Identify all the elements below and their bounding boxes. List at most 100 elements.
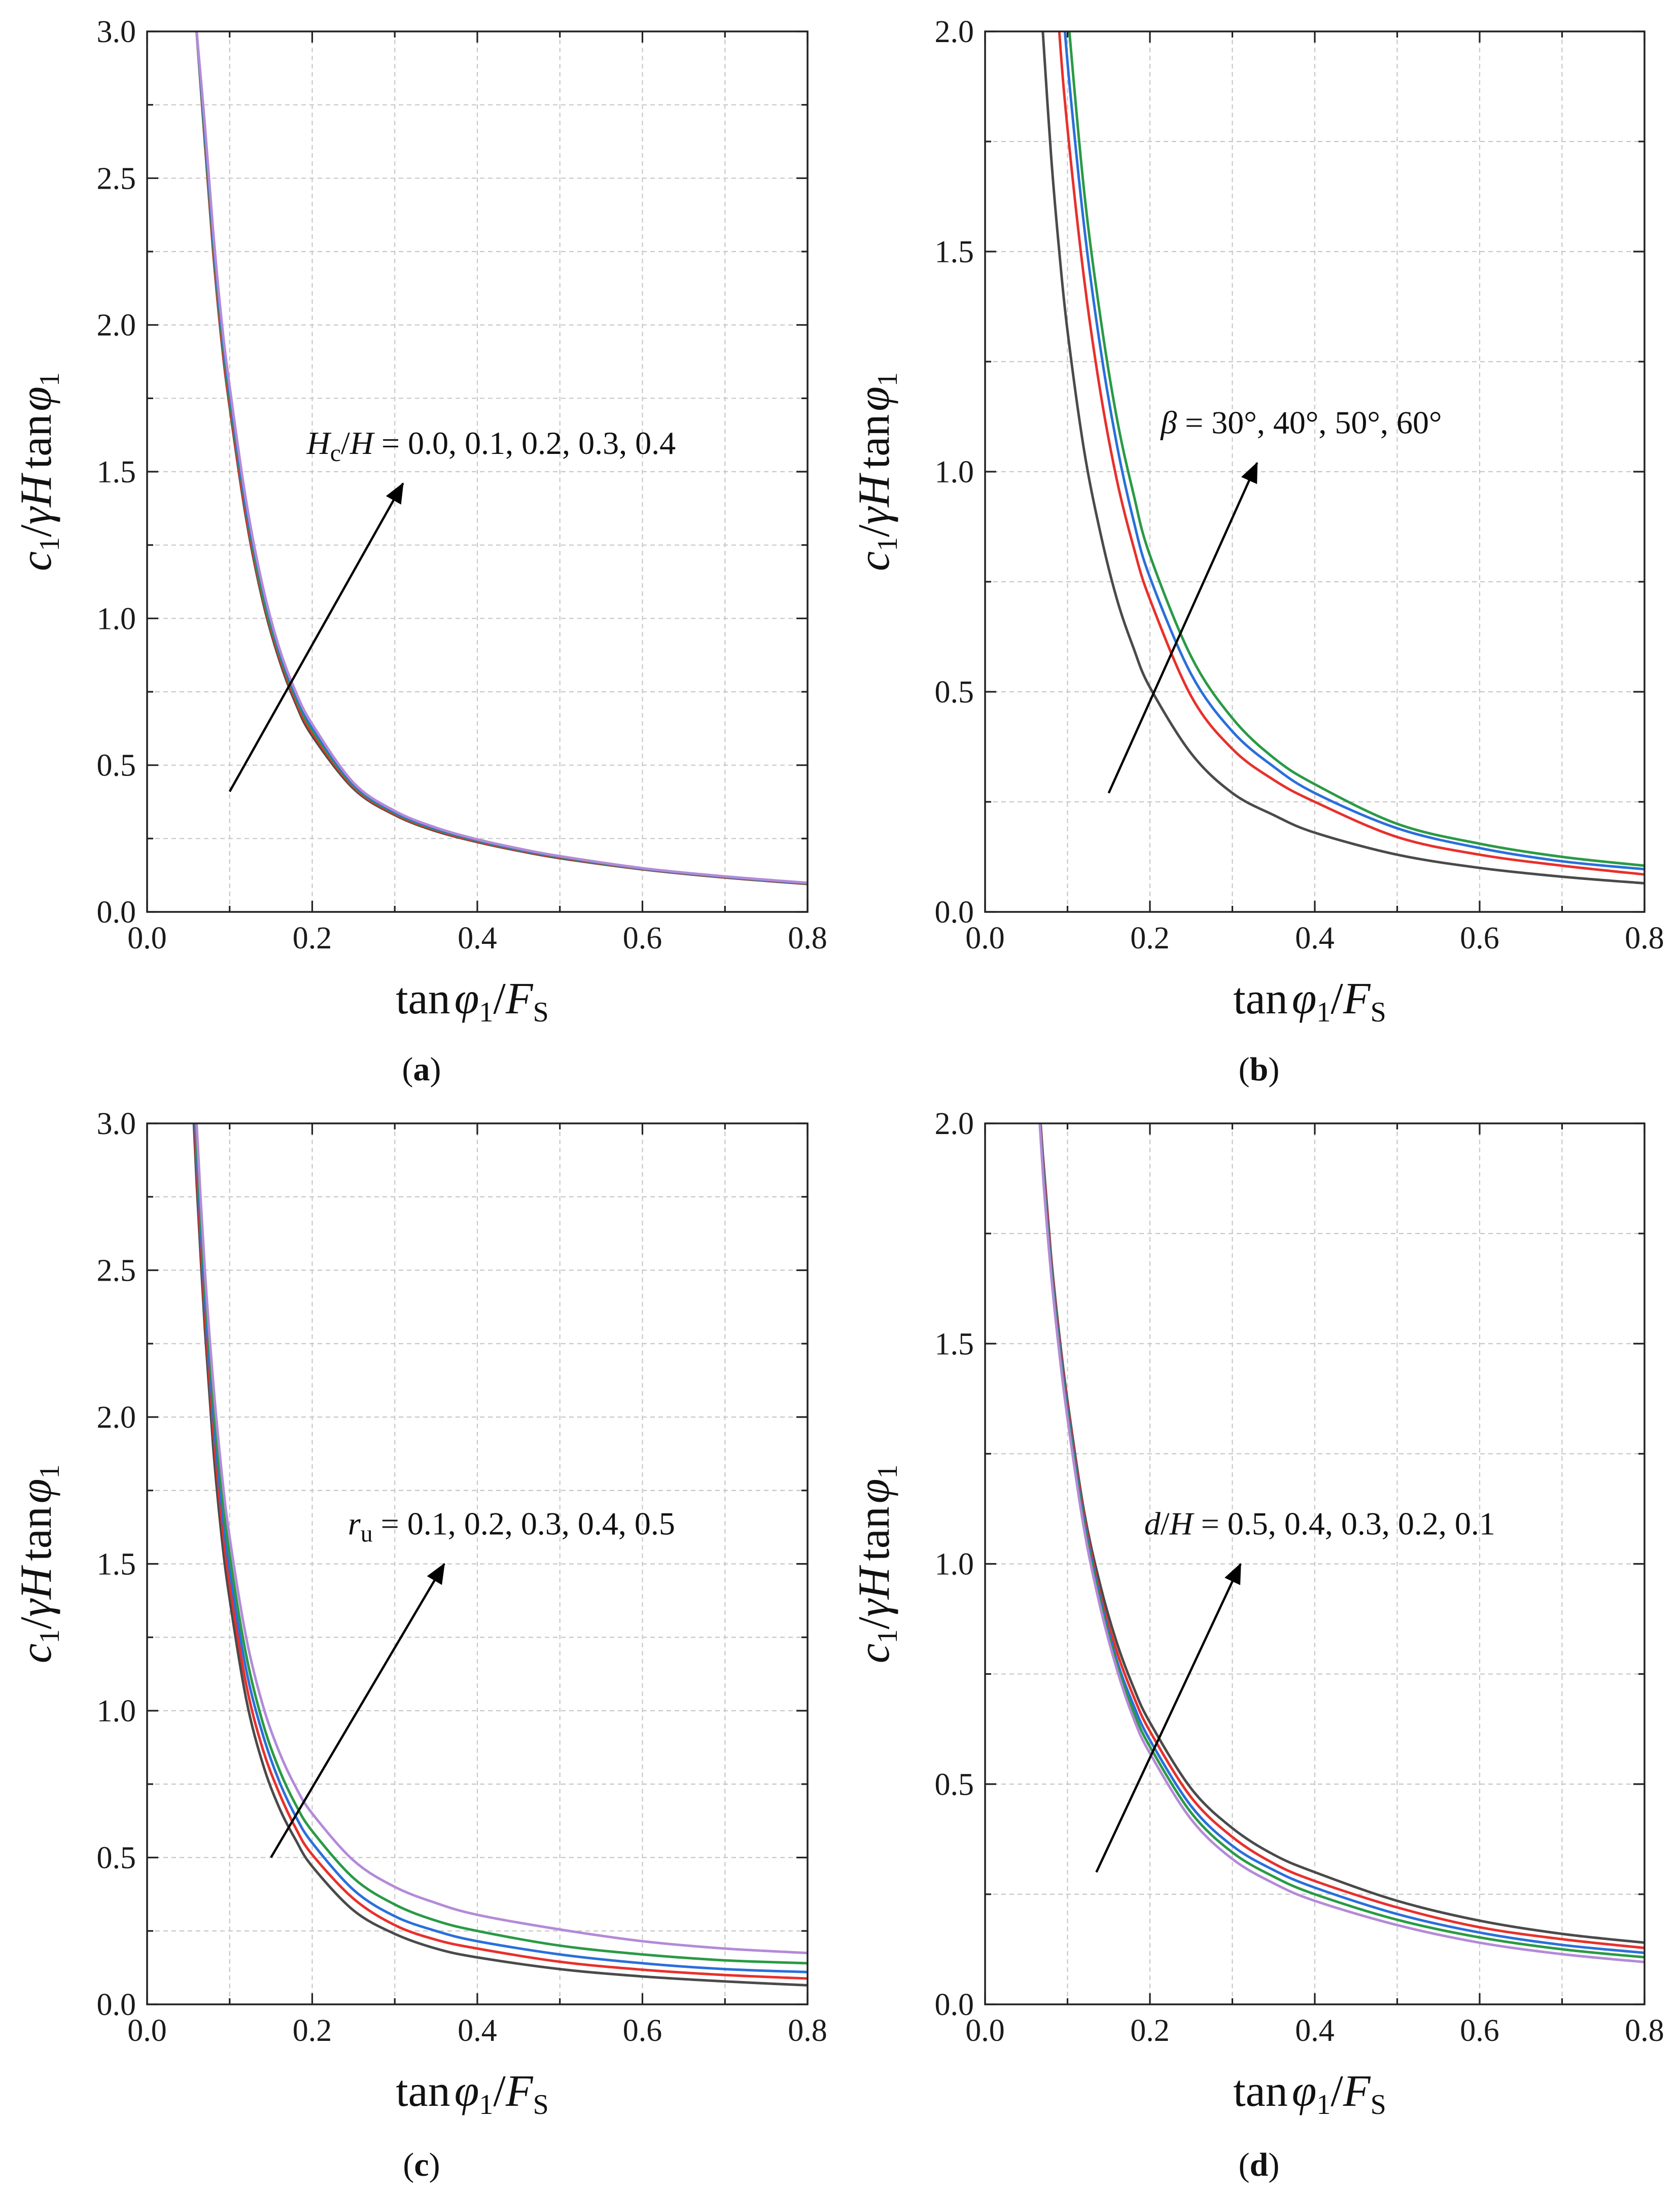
annotation-subscript: c — [330, 440, 341, 467]
y-axis-title-sub: 1 — [34, 372, 65, 386]
y-tick-label: 1.0 — [935, 455, 974, 489]
parameter-annotation: d/H = 0.5, 0.4, 0.3, 0.2, 0.1 — [1144, 1506, 1495, 1542]
trend-arrow — [1095, 1563, 1242, 1873]
x-tick-label: 0.6 — [1460, 921, 1499, 956]
y-axis-title: c1/γHtanφ1 — [850, 1465, 903, 1664]
y-axis-title-part: φ — [12, 1479, 61, 1504]
chart-panel-a: 0.0 0.2 0.4 0.6 0.80.00.51.01.52.02.53.0tanφ… — [12, 15, 827, 1088]
x-axis-title-part: tan — [1233, 2067, 1288, 2116]
x-axis-title-sub: 1 — [479, 997, 493, 1028]
y-axis-title-part: c — [850, 551, 899, 571]
x-axis-title-part: φ — [454, 974, 479, 1023]
y-axis-title-part: γH — [850, 473, 899, 525]
x-axis-title-part: tan — [1233, 974, 1288, 1023]
annotation-values: = 0.1, 0.2, 0.3, 0.4, 0.5 — [373, 1506, 675, 1542]
y-axis-title-part: φ — [12, 386, 61, 411]
y-axis-title-part: / — [12, 1616, 61, 1629]
annotation-values: = 30°, 40°, 50°, 60° — [1177, 405, 1442, 441]
annotation-suffix: / — [1161, 1506, 1170, 1542]
x-tick-label: 0.4 — [458, 921, 497, 956]
y-axis-title-sub: 1 — [34, 537, 65, 551]
x-axis-title-part: φ — [454, 2067, 479, 2116]
x-axis-title-sub: S — [1371, 997, 1386, 1028]
panel-label: (c) — [403, 2146, 440, 2183]
x-tick-label: 0.6 — [623, 2013, 662, 2048]
x-axis-title-part: / — [493, 2067, 506, 2116]
x-axis-title-sub: 1 — [1316, 2089, 1331, 2121]
x-axis-title-part: φ — [1292, 2067, 1317, 2116]
x-tick-label: 0.2 — [1130, 2013, 1170, 2048]
parameter-annotation: β = 30°, 40°, 50°, 60° — [1160, 405, 1442, 441]
x-tick-label: 0.0 — [127, 2013, 167, 2048]
y-axis-title-part: c — [850, 1643, 899, 1663]
x-axis-title-part: / — [1331, 2067, 1343, 2116]
y-tick-label: 1.5 — [935, 1327, 974, 1361]
y-axis-title: c1/γHtanφ1 — [12, 1465, 65, 1664]
x-axis-title-part: F — [1343, 2067, 1371, 2116]
series-line — [1063, 31, 1644, 871]
y-tick-label: 2.0 — [97, 308, 136, 343]
chart-panel-d: 0.0 0.2 0.4 0.6 0.80.00.51.01.52.0tanφ1/FSc1… — [850, 1107, 1664, 2183]
x-axis-title-sub: S — [533, 2089, 549, 2121]
x-axis-title: tanφ1/FS — [1233, 2067, 1386, 2121]
y-tick-label: 0.0 — [935, 1988, 974, 2022]
y-tick-label: 0.5 — [935, 675, 974, 710]
annotation-variable: r — [348, 1506, 361, 1542]
panel-label: (b) — [1239, 1051, 1280, 1088]
y-axis-title-part: tan — [850, 1506, 899, 1561]
y-axis-title-sub: 1 — [34, 1465, 65, 1479]
x-tick-label: 0.8 — [788, 921, 827, 956]
x-axis-title-part: / — [1331, 974, 1343, 1023]
trend-arrow — [1107, 462, 1258, 794]
x-tick-label: 0.4 — [1295, 921, 1335, 956]
y-axis-title-sub: 1 — [34, 1629, 65, 1643]
x-tick-label: 0.6 — [623, 921, 662, 956]
y-axis-title-part: tan — [850, 414, 899, 469]
annotation-suffix: H — [349, 425, 375, 461]
series-group — [1041, 31, 1644, 885]
y-tick-label: 2.5 — [97, 1254, 136, 1288]
y-axis-title-part: tan — [12, 414, 61, 469]
panel-label: (d) — [1239, 2146, 1280, 2183]
y-axis-title-part: / — [12, 524, 61, 537]
y-tick-label: 0.0 — [97, 1988, 136, 2022]
y-tick-label: 2.0 — [935, 15, 974, 49]
series-line — [1038, 1123, 1644, 1954]
y-axis-title-part: c — [12, 1643, 61, 1663]
x-axis-title: tanφ1/FS — [396, 2067, 549, 2121]
y-tick-label: 0.5 — [97, 749, 136, 783]
series-line — [194, 1123, 808, 1965]
annotation-variable: β — [1160, 405, 1177, 441]
x-tick-label: 0.8 — [1625, 921, 1664, 956]
y-axis-title-sub: 1 — [872, 1465, 903, 1479]
x-axis-title-part: F — [1343, 974, 1371, 1023]
x-axis-title: tanφ1/FS — [396, 974, 549, 1028]
y-tick-label: 3.0 — [97, 1107, 136, 1141]
x-axis-title-part: F — [505, 974, 534, 1023]
series-line — [195, 31, 808, 885]
series-line — [1068, 31, 1644, 867]
panel-label-paren: ( — [1239, 1051, 1250, 1088]
x-axis-title-sub: 1 — [479, 2089, 493, 2121]
series-line — [1041, 31, 1644, 885]
x-axis-title-part: φ — [1292, 974, 1317, 1023]
y-axis-title-sub: 1 — [872, 372, 903, 386]
x-axis-title-sub: S — [1371, 2089, 1386, 2121]
parameter-annotation: Hc/H = 0.0, 0.1, 0.2, 0.3, 0.4 — [306, 425, 676, 467]
series-line — [1038, 1123, 1644, 1959]
x-tick-label: 0.2 — [1130, 921, 1170, 956]
y-tick-label: 1.5 — [97, 1547, 136, 1582]
x-tick-label: 0.0 — [127, 921, 167, 956]
chart-panel-b: 0.0 0.2 0.4 0.6 0.80.00.51.01.52.0tanφ1/FSc1… — [850, 15, 1664, 1088]
panel-label-paren: ( — [1239, 2146, 1250, 2183]
y-axis-title-part: γH — [850, 1565, 899, 1617]
x-tick-label: 0.4 — [458, 2013, 497, 2048]
y-axis-title-sub: 1 — [872, 1629, 903, 1643]
panel-label-paren: ) — [429, 2146, 440, 2183]
y-tick-label: 2.0 — [935, 1107, 974, 1141]
trend-arrow — [228, 482, 404, 792]
y-axis-title: c1/γHtanφ1 — [12, 372, 65, 571]
y-axis-title: c1/γHtanφ1 — [850, 372, 903, 571]
y-axis-title-part: γH — [12, 1565, 61, 1617]
